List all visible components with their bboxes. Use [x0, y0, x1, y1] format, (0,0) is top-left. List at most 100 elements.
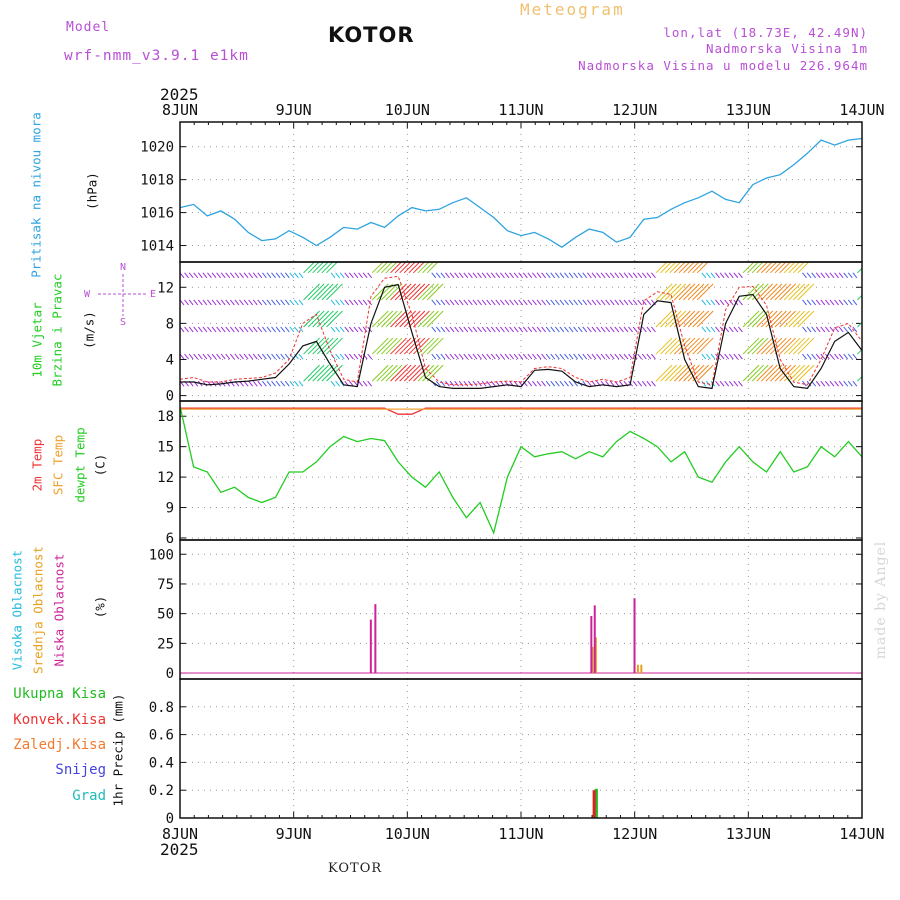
wind-barb — [248, 380, 254, 387]
wind-barb — [454, 272, 460, 279]
wind-barb — [220, 272, 226, 279]
elevation-label: Nadmorska Visina 1m — [706, 41, 868, 56]
wind-barb — [527, 326, 533, 333]
wind-barb — [847, 326, 853, 333]
wind-barb — [294, 353, 299, 360]
wind-barb — [532, 353, 537, 360]
meteogram-label: Meteogram — [520, 0, 625, 19]
wind-barb — [504, 326, 510, 333]
wind-barb — [637, 299, 643, 306]
bottom-date-label: 14JUN — [839, 825, 884, 843]
wind-barb — [577, 326, 583, 333]
top-date-label: 13JUN — [726, 101, 771, 119]
wind-barb — [417, 364, 435, 382]
wind-barb — [774, 310, 792, 328]
wind-barb — [403, 283, 421, 301]
wind-barb — [541, 299, 546, 306]
wind-barb — [728, 380, 734, 387]
wind-barb — [532, 272, 537, 279]
wind-barb — [619, 272, 624, 279]
wind-barb — [834, 299, 839, 306]
wind-barb — [660, 262, 673, 274]
wind-barb — [394, 337, 412, 355]
top-date-label: 12JUN — [612, 101, 657, 119]
wind-barb — [847, 353, 853, 360]
wind-barb — [852, 353, 858, 360]
wind-barb — [596, 326, 601, 333]
wind-barb — [641, 272, 647, 279]
wind-barb — [765, 364, 783, 382]
wind-barb — [463, 326, 469, 333]
wind-barb — [381, 310, 398, 328]
wind-barb — [316, 337, 334, 355]
wind-barb — [564, 326, 569, 333]
wind-barb — [632, 272, 638, 279]
wind-barb — [261, 353, 267, 360]
wind-barb — [756, 310, 774, 328]
wind-barb — [820, 299, 826, 306]
wind-barb — [632, 299, 638, 306]
wind-barb — [820, 326, 826, 333]
wind-barb — [330, 272, 336, 279]
wind-barb — [815, 272, 821, 279]
wind-barb — [225, 299, 231, 306]
wind-barb — [806, 353, 812, 360]
wind-barb — [339, 299, 345, 306]
wind-barb — [481, 353, 487, 360]
wind-barb — [353, 353, 359, 360]
wind-barbs — [180, 262, 862, 387]
wind-barb — [710, 353, 716, 360]
wind-barb — [472, 272, 478, 279]
wind-barb — [330, 326, 336, 333]
cloud-bar — [633, 598, 636, 674]
wind-barb — [774, 262, 787, 274]
wind-barb — [280, 326, 286, 333]
wind-barb — [440, 353, 446, 360]
wind-barb — [477, 353, 482, 360]
wind-barb — [197, 299, 203, 306]
wind-barb — [403, 310, 421, 328]
wind-barb — [426, 310, 444, 328]
wind-barb — [792, 262, 805, 274]
wind-barb — [678, 262, 691, 274]
wind-barb — [797, 262, 810, 274]
wind-barb — [243, 326, 249, 333]
cloud-bar — [590, 616, 593, 674]
wind-barb — [294, 326, 299, 333]
wind-barb — [568, 353, 574, 360]
wind-barb — [852, 326, 858, 333]
wind-barb — [609, 353, 615, 360]
wind-barb — [573, 380, 579, 387]
wind-barb — [353, 326, 359, 333]
top-date-label: 9JUN — [276, 101, 312, 119]
wind-barb — [188, 353, 194, 360]
wind-barb — [353, 272, 359, 279]
wind-barb — [843, 326, 849, 333]
wind-barb — [431, 353, 437, 360]
top-date-label: 11JUN — [498, 101, 543, 119]
wind-barb — [673, 364, 691, 382]
wind-barb — [449, 272, 455, 279]
wind-barb — [701, 326, 707, 333]
wind-barb — [440, 299, 446, 306]
wind-barb — [646, 353, 652, 360]
wind-barb — [559, 380, 565, 387]
wind-barb — [568, 326, 574, 333]
wind-barb — [490, 299, 496, 306]
wind-max-line — [179, 275, 863, 386]
bottom-date-axis: 2025 8JUN 9JUN 10JUN 11JUN 12JUN 13JUN 14JUN — [160, 811, 885, 859]
wind-barb — [843, 272, 849, 279]
wind-barb — [445, 326, 450, 333]
wind-barb — [788, 310, 806, 328]
wind-barb — [532, 326, 537, 333]
wind-barb — [719, 353, 725, 360]
wind-barb — [591, 272, 597, 279]
wind-barb — [513, 353, 519, 360]
wind-barb — [426, 262, 439, 274]
wind-barb — [280, 353, 286, 360]
wind-barb — [197, 326, 203, 333]
wind-barb — [641, 353, 647, 360]
station-title: KOTOR — [328, 23, 415, 47]
top-year-label: 2025 — [160, 85, 199, 104]
panel-cloud: 0 25 50 75 100 — [149, 540, 863, 682]
